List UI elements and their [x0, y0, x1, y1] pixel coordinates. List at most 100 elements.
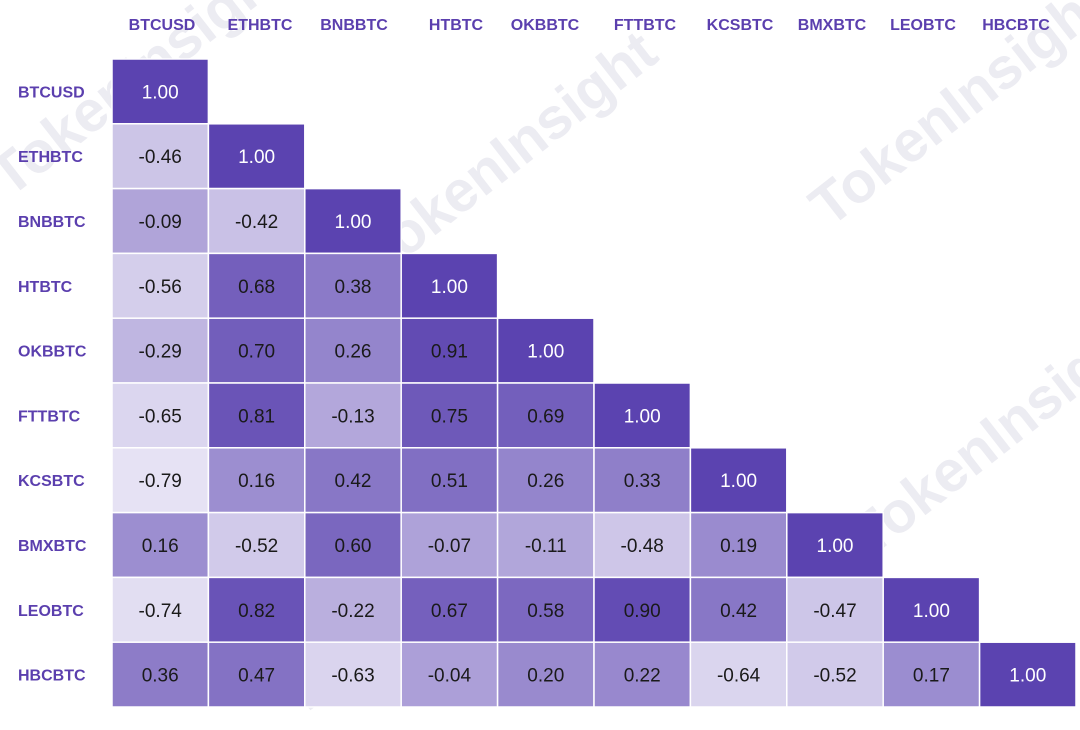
heatmap-cell: [496, 641, 595, 708]
heatmap-cell: [207, 641, 306, 708]
cell-value-label: -0.42: [235, 212, 278, 233]
row-label: HBCBTC: [18, 668, 86, 685]
cell-value-label: 0.19: [720, 536, 757, 557]
heatmap-cell: [111, 123, 210, 190]
cell-value-label: -0.63: [331, 666, 374, 687]
column-label: OKBBTC: [511, 17, 580, 34]
cell-value-label: 1.00: [720, 471, 757, 492]
column-label: KCSBTC: [707, 17, 774, 34]
cell-value-label: 0.22: [624, 666, 661, 687]
cell-value-label: 0.47: [238, 666, 275, 687]
cell-value-label: 0.16: [142, 536, 179, 557]
heatmap-cell: [593, 382, 692, 449]
heatmap-cell: [111, 382, 210, 449]
heatmap-cell: [496, 382, 595, 449]
heatmap-cell: [882, 576, 981, 643]
heatmap-cell: [400, 382, 499, 449]
cell-value-label: -0.52: [813, 666, 856, 687]
cell-value-label: -0.52: [235, 536, 278, 557]
heatmap-cell: [304, 641, 402, 708]
cell-value-label: 0.33: [624, 471, 661, 492]
column-label: FTTBTC: [614, 17, 677, 34]
cell-value-label: -0.74: [139, 601, 183, 622]
row-label: HTBTC: [18, 279, 73, 296]
cell-value-label: 0.67: [431, 601, 468, 622]
column-label: ETHBTC: [228, 17, 293, 34]
heatmap-cell: [304, 382, 402, 449]
cell-value-label: -0.79: [139, 471, 182, 492]
cell-value-label: 0.69: [527, 406, 564, 427]
row-label: OKBBTC: [18, 344, 87, 361]
cell-value-label: 0.26: [527, 471, 564, 492]
cell-value-label: -0.09: [139, 212, 182, 233]
cell-value-label: 0.36: [142, 666, 179, 687]
cell-value-label: -0.64: [717, 666, 761, 687]
heatmap-cell: [207, 447, 306, 514]
cell-value-label: -0.29: [139, 342, 182, 363]
heatmap-cell: [304, 511, 402, 579]
cell-value-label: -0.11: [525, 536, 567, 557]
heatmap-cell: [689, 576, 788, 643]
heatmap-cell: [304, 576, 402, 643]
cell-value-label: 0.75: [431, 406, 468, 427]
cell-value-label: 1.00: [913, 601, 950, 622]
heatmap-cell: [400, 252, 499, 319]
cell-value-label: 0.17: [913, 666, 950, 687]
row-label: BNBBTC: [18, 214, 86, 231]
column-label: HBCBTC: [982, 17, 1050, 34]
cell-value-label: 1.00: [335, 212, 372, 233]
cell-value-label: 0.38: [335, 277, 372, 298]
cell-value-label: 0.20: [527, 666, 564, 687]
cell-value-label: -0.47: [813, 601, 856, 622]
cell-value-label: 0.16: [238, 471, 275, 492]
cell-value-label: 1.00: [431, 277, 468, 298]
cell-value-label: 0.42: [335, 471, 372, 492]
cell-value-label: 0.81: [238, 406, 275, 427]
cell-value-label: 0.51: [431, 471, 468, 492]
cell-value-label: -0.65: [139, 406, 182, 427]
cell-value-label: 1.00: [527, 342, 564, 363]
row-label: ETHBTC: [18, 149, 83, 166]
heatmap-cell: [111, 58, 210, 125]
row-label: BTCUSD: [18, 84, 85, 101]
row-label: LEOBTC: [18, 603, 84, 620]
heatmap-cell: [111, 511, 210, 579]
cell-value-label: 0.68: [238, 277, 275, 298]
heatmap-cell: [207, 123, 306, 190]
column-labels: BTCUSD ETHBTC BNBBTC HTBTC OKBBTC FTTBTC KCSBT…: [129, 17, 1051, 34]
heatmap-cell: [207, 252, 306, 319]
heatmap-cell: [207, 382, 306, 449]
cell-value-label: 0.90: [624, 601, 661, 622]
cell-value-label: 1.00: [1009, 666, 1046, 687]
cell-value-label: 1.00: [142, 82, 179, 103]
cell-value-label: -0.48: [621, 536, 664, 557]
heatmap-cell: [400, 641, 499, 708]
cell-value-label: 0.60: [335, 536, 372, 557]
cell-value-label: -0.56: [139, 277, 182, 298]
heatmap-cells: 1.00 -0.46 1.00 -0.09 -0.42 1.00 -0.56 0.68 0.38…: [111, 58, 1077, 708]
row-label: BMXBTC: [18, 538, 87, 555]
heatmap-cell: [786, 641, 884, 708]
cell-value-label: -0.46: [139, 147, 182, 168]
heatmap-cell: [689, 447, 788, 514]
column-label: LEOBTC: [890, 17, 956, 34]
heatmap-cell: [400, 317, 499, 384]
heatmap-cell: [111, 447, 210, 514]
heatmap-cell: [786, 511, 884, 579]
column-label: BMXBTC: [798, 17, 867, 34]
heatmap-cell: [207, 317, 306, 384]
heatmap-cell: [304, 187, 402, 255]
cell-value-label: 0.58: [527, 601, 564, 622]
cell-value-label: -0.07: [428, 536, 471, 557]
cell-value-label: 1.00: [238, 147, 275, 168]
cell-value-label: -0.22: [331, 601, 374, 622]
cell-value-label: 1.00: [817, 536, 854, 557]
heatmap-cell: [111, 641, 210, 708]
heatmap-cell: [978, 641, 1077, 708]
cell-value-label: -0.13: [331, 406, 374, 427]
row-label: KCSBTC: [18, 473, 85, 490]
column-label: BTCUSD: [129, 17, 196, 34]
cell-value-label: 0.91: [431, 342, 468, 363]
heatmap-cell: [882, 641, 981, 708]
